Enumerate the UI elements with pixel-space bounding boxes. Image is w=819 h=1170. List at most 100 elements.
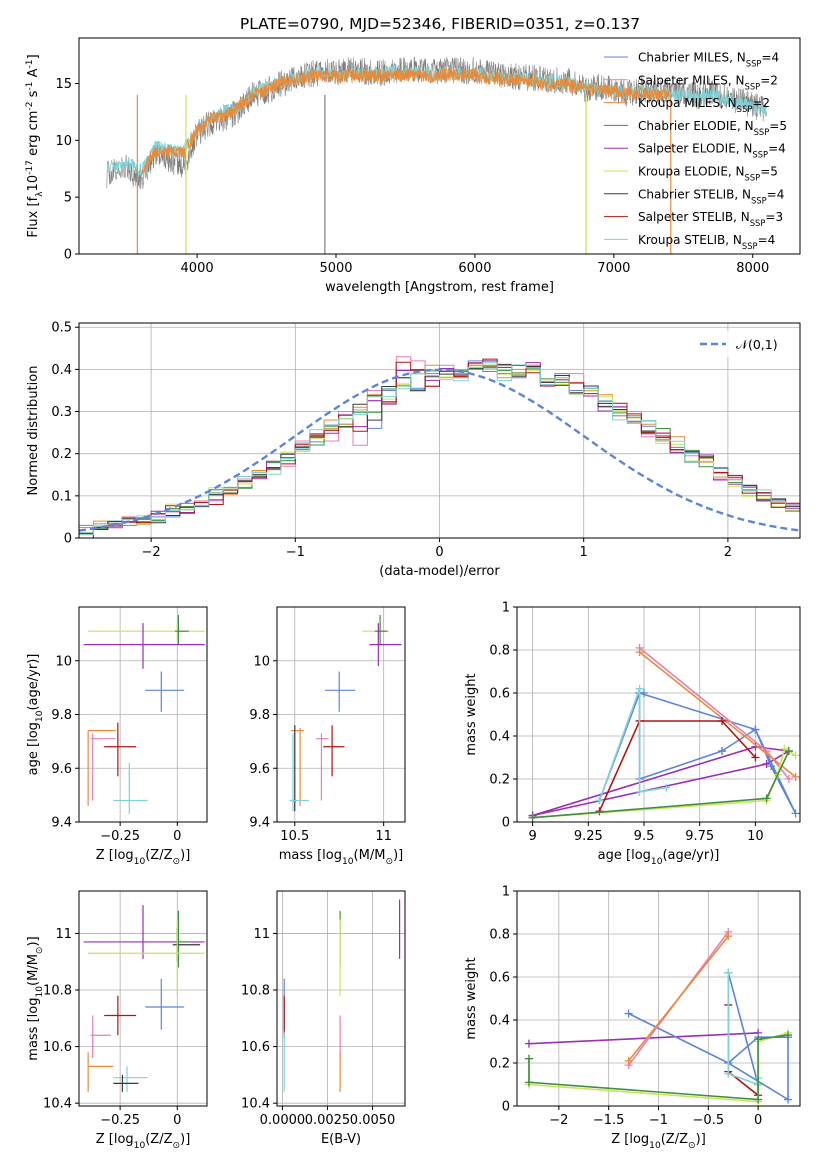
x-tick-label: −0.25 xyxy=(100,1113,140,1128)
weight-marker-blue xyxy=(718,747,727,756)
y-tick-label: 0.5 xyxy=(51,321,72,336)
x-axis-label: age [log10(age/yr)] xyxy=(598,848,720,867)
y-tick-label: 0 xyxy=(64,532,72,547)
y-tick-label: 10.6 xyxy=(43,1040,72,1055)
y-tick-label: 10.8 xyxy=(43,984,72,999)
y-tick-label: 9.8 xyxy=(249,708,270,723)
axes-frame xyxy=(78,890,208,1107)
weight-marker-cyan xyxy=(724,1069,733,1078)
weight-marker-green xyxy=(784,747,793,756)
y-tick-label: 10.6 xyxy=(241,1040,270,1055)
weight-marker-orange xyxy=(791,772,800,781)
x-tick-label: 6000 xyxy=(458,261,491,276)
weight-marker-cyan xyxy=(724,968,733,977)
weight-line-red xyxy=(598,720,756,812)
x-tick-label: 2 xyxy=(724,545,732,560)
y-tick-label: 1 xyxy=(502,601,510,616)
x-tick-label: 0 xyxy=(173,1113,181,1128)
y-tick-label: 9.6 xyxy=(249,762,270,777)
x-tick-label: −1.5 xyxy=(593,1113,625,1128)
x-tick-label: 9.25 xyxy=(574,829,603,844)
y-tick-label: 15 xyxy=(55,77,72,92)
y-tick-label: 0.6 xyxy=(489,687,510,702)
y-axis-label: age [log10(age/yr)] xyxy=(26,654,45,776)
x-tick-label: −1 xyxy=(649,1113,668,1128)
weight-marker-green xyxy=(528,813,537,822)
plot-area xyxy=(83,615,205,814)
weight-marker-red xyxy=(751,753,760,762)
y-axis-label: mass weight xyxy=(464,957,479,1039)
x-axis-label: Z [log10(Z/Z⊙)] xyxy=(611,1132,706,1151)
weight-marker-blue xyxy=(791,809,800,818)
weight-marker-green xyxy=(784,1031,793,1040)
weight-marker-blue xyxy=(767,762,776,771)
legend-label: Kroupa MILES, NSSP=2 xyxy=(638,96,770,114)
y-tick-label: 9.8 xyxy=(51,708,72,723)
weight-vs-age-panel: 9 9.25 9.5 9.75 10 0 0.2 0.4 0.6 0.8 1 age [log10(a… xyxy=(464,601,801,867)
mass-vs-metallicity-panel: −0.25 0 10.4 10.6 10.8 11 Z [log10(Z/Z⊙)] mass … xyxy=(26,890,208,1151)
y-tick-label: 0 xyxy=(502,1100,510,1115)
y-tick-label: 0.4 xyxy=(51,363,72,378)
legend-label: Salpeter STELIB, NSSP=3 xyxy=(638,210,783,228)
x-tick-label: −0.25 xyxy=(100,829,140,844)
y-axis-label: Flux [fλ10-17 erg cm-2 s-1 A-1] xyxy=(25,54,45,237)
weight-marker-green xyxy=(762,794,771,803)
spectrum-line-orange xyxy=(141,67,670,179)
weight-marker-blue xyxy=(751,725,760,734)
y-tick-label: 0.8 xyxy=(489,644,510,659)
x-tick-label: 0 xyxy=(435,545,443,560)
x-tick-label: 1 xyxy=(580,545,588,560)
legend-label: Kroupa ELODIE, NSSP=5 xyxy=(638,165,778,183)
legend-box xyxy=(692,331,796,357)
mass-vs-ebv-panel: 0.0000 0.0025 0.0050 10.4 10.6 10.8 11 E(B-V) xyxy=(241,890,406,1147)
x-axis-label: Z [log10(Z/Z⊙)] xyxy=(96,848,191,867)
axes-frame xyxy=(78,37,801,255)
x-tick-label: 9.75 xyxy=(685,829,714,844)
y-tick-label: 10 xyxy=(55,134,72,149)
y-tick-label: 9.4 xyxy=(51,816,72,831)
y-tick-label: 11 xyxy=(253,927,270,942)
axes-frame xyxy=(276,890,406,1107)
weight-marker-cyan xyxy=(595,796,604,805)
y-tick-label: 11 xyxy=(55,927,72,942)
weight-marker-cyan xyxy=(662,783,671,792)
y-tick-label: 0.4 xyxy=(489,1014,510,1029)
y-tick-label: 10 xyxy=(253,654,270,669)
y-tick-label: 0.6 xyxy=(489,971,510,986)
weight-marker-pink xyxy=(784,775,793,783)
x-axis-label: wavelength [Angstrom, rest frame] xyxy=(325,280,554,295)
legend-label: Kroupa STELIB, NSSP=4 xyxy=(638,233,775,251)
y-tick-label: 10 xyxy=(55,654,72,669)
y-tick-label: 0.1 xyxy=(51,489,72,504)
x-tick-label: −2 xyxy=(549,1113,568,1128)
weight-line-cyan xyxy=(598,688,667,801)
weight-marker-green xyxy=(754,1095,763,1104)
y-tick-label: 10.4 xyxy=(43,1097,72,1112)
histogram-red xyxy=(79,358,800,538)
y-tick-label: 10.4 xyxy=(241,1097,270,1112)
y-tick-label: 1 xyxy=(502,885,510,900)
y-tick-label: 0.3 xyxy=(51,405,72,420)
y-tick-label: 0.8 xyxy=(489,928,510,943)
age-vs-metallicity-panel: −0.25 0 9.4 9.6 9.8 10 Z [log10(Z/Z⊙)] age [log… xyxy=(26,606,208,867)
x-tick-label: 9.5 xyxy=(634,829,655,844)
weight-marker-purple xyxy=(524,1039,533,1048)
x-axis-label: Z [log10(Z/Z⊙)] xyxy=(96,1132,191,1151)
plot-area xyxy=(106,56,767,254)
weight-marker-orange xyxy=(724,932,733,941)
y-tick-label: 0 xyxy=(64,248,72,263)
x-tick-label: 0.0050 xyxy=(350,1113,396,1128)
x-tick-label: 4000 xyxy=(181,261,214,276)
x-tick-label: 0.0000 xyxy=(260,1113,306,1128)
legend-label: Salpeter ELODIE, NSSP=4 xyxy=(638,142,786,160)
plot-area xyxy=(83,905,205,1092)
plot-area xyxy=(289,615,402,812)
y-axis-label: Normed distribution xyxy=(26,366,41,496)
y-tick-label: 0.2 xyxy=(51,447,72,462)
legend-label: Salpeter MILES, NSSP=2 xyxy=(638,73,778,91)
x-tick-label: 8000 xyxy=(736,261,769,276)
weight-marker-green xyxy=(524,1078,533,1087)
figure-title: PLATE=0790, MJD=52346, FIBERID=0351, z=0… xyxy=(240,15,640,33)
legend-label: 𝒩(0,1) xyxy=(736,337,778,352)
